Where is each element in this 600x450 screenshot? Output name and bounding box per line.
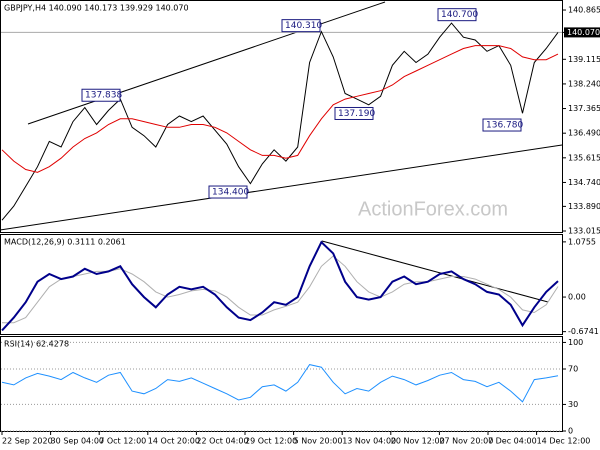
current-price-label: 140.070 xyxy=(567,28,600,37)
x-tick-label: 29 Oct 12:00 xyxy=(245,437,297,446)
macd-trendline xyxy=(321,240,549,303)
x-tick-label: 22 Sep 2020 xyxy=(2,437,53,446)
panel-title: RSI(14) 62.4278 xyxy=(4,340,69,349)
panel-frame xyxy=(0,336,563,432)
panel-title: GBPJPY,H4 140.090 140.173 139.929 140.07… xyxy=(4,4,189,13)
y-tick-label: 140.865 xyxy=(568,6,600,15)
y-tick-label: 136.490 xyxy=(568,129,600,138)
panel-frame xyxy=(0,0,563,233)
y-tick-label: 135.615 xyxy=(568,153,600,162)
watermark: ActionForex.com xyxy=(358,198,508,220)
y-tick-label: 0.00 xyxy=(568,293,586,302)
series-line xyxy=(1,22,559,221)
y-tick-label: 134.740 xyxy=(568,178,600,187)
annotation-label: 140.700 xyxy=(441,10,478,20)
y-tick-label: 138.240 xyxy=(568,79,600,88)
annotation-label: 140.310 xyxy=(285,21,322,31)
y-tick-label: -0.6741 xyxy=(568,327,599,336)
annotation-box xyxy=(482,118,522,132)
x-tick-label: 22 Oct 04:00 xyxy=(196,437,248,446)
current-price-box xyxy=(564,27,600,38)
y-tick-label: 139.115 xyxy=(568,55,600,64)
y-tick-label: 1.0755 xyxy=(568,237,596,246)
x-tick-label: 5 Nov 20:00 xyxy=(294,437,343,446)
annotation-box xyxy=(208,185,248,199)
annotation-label: 136.780 xyxy=(486,121,523,131)
annotation-label: 137.190 xyxy=(338,109,375,119)
x-tick-label: 27 Nov 20:00 xyxy=(439,437,493,446)
x-tick-label: 20 Nov 12:00 xyxy=(391,437,445,446)
y-tick-label: 100 xyxy=(568,338,583,347)
x-tick-label: 30 Sep 04:00 xyxy=(51,437,104,446)
series-line xyxy=(1,45,559,173)
y-tick-label: 133.890 xyxy=(568,202,600,211)
panel-title: MACD(12,26,9) 0.3111 0.2061 xyxy=(4,238,126,247)
series-line xyxy=(1,364,559,403)
channel-lower xyxy=(0,144,563,231)
y-tick-label: 133.015 xyxy=(568,227,600,236)
x-tick-label: 13 Nov 04:00 xyxy=(342,437,396,446)
x-tick-label: 7 Dec 04:00 xyxy=(488,437,537,446)
y-tick-label: 0 xyxy=(568,427,573,436)
series-line xyxy=(1,240,559,332)
x-tick-label: 14 Dec 12:00 xyxy=(537,437,591,446)
annotation-box xyxy=(81,88,121,102)
annotation-label: 134.400 xyxy=(212,188,249,198)
channel-upper xyxy=(27,1,386,125)
panel-frame xyxy=(0,234,563,335)
annotation-label: 137.838 xyxy=(85,91,122,101)
y-tick-label: 137.365 xyxy=(568,104,600,113)
y-tick-label: 70 xyxy=(568,365,578,374)
annotation-box xyxy=(334,106,374,120)
annotation-box xyxy=(281,19,321,33)
x-tick-label: 14 Oct 20:00 xyxy=(148,437,200,446)
y-tick-label: 30 xyxy=(568,400,578,409)
x-tick-label: 7 Oct 12:00 xyxy=(99,437,146,446)
annotation-box xyxy=(437,8,477,22)
series-line xyxy=(2,255,559,324)
